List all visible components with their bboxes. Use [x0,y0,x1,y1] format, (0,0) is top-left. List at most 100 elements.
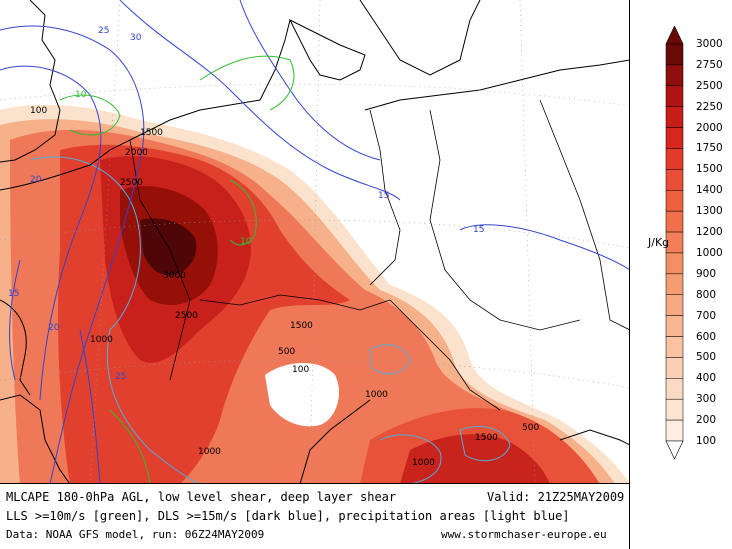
britain-coast [0,0,61,163]
black-sea-coast [559,429,629,446]
colorbar-swatch [665,357,684,379]
border-germany-poland [369,109,401,286]
label-dls-20: 20 [30,175,42,185]
footer-legend-description: LLS >=10m/s [green], DLS >=15m/s [dark b… [6,509,570,523]
iberia-west [0,394,70,483]
colorbar-tick-label: 2500 [696,79,723,92]
map-labels: 1500 2000 2500 3000 2500 1500 1000 500 1… [8,26,539,468]
border-france [129,139,191,381]
colorbar-tick-label: 900 [696,267,717,280]
bay-biscay [0,299,31,396]
label-cape-1000: 1000 [90,335,113,345]
footer-data-source: Data: NOAA GFS model, run: 06Z24MAY2009 [6,528,265,541]
colorbar-swatch [665,315,684,337]
label-shear-10: 10 [240,237,252,247]
border-alps [199,294,391,311]
label-dls-25: 25 [98,26,109,36]
colorbar-tick-label: 400 [696,372,717,385]
colorbar-swatch [665,190,684,212]
colorbar-swatch [665,294,684,316]
colorbar-swatch [665,43,684,66]
dls-contours [0,0,629,483]
colorbar-tick-label: 500 [696,351,717,364]
netherlands-germany-coast [129,19,291,141]
colorbar-tick-label: 1400 [696,184,723,197]
border-balkans [389,299,501,411]
border-east [429,109,581,331]
map-panel: 1500 2000 2500 3000 2500 1500 1000 500 1… [0,0,630,484]
label-dls-15: 15 [378,191,389,201]
label-cape-1000d: 1000 [412,458,435,468]
graticule [0,0,629,483]
colorbar-bottom-arrow [665,440,684,460]
label-cape-2000: 2000 [125,148,148,158]
colorbar-tick-label: 1000 [696,246,723,259]
coastlines [0,0,629,483]
label-cape-1500c: 1500 [475,433,498,443]
label-cape-100: 100 [292,365,309,375]
colorbar-tick-label: 1750 [696,142,723,155]
colorbar-tick-label: 1200 [696,226,723,239]
colorbar-tick-label: 1300 [696,205,723,218]
colorbar: 3000 2750 2500 2250 2000 1750 1500 1400 1300 1200… [650,25,730,466]
baltic-coast [364,59,629,111]
colorbar-swatch [665,64,684,87]
cape-shading [0,104,629,483]
colorbar-tick-label: 2250 [696,100,723,113]
colorbar-tick-label: 700 [696,309,717,322]
colorbar-svg [665,25,684,460]
france-north-coast [0,139,131,191]
label-cape-3000: 3000 [163,271,186,281]
colorbar-tick-label: 300 [696,393,717,406]
colorbar-swatch [665,252,684,275]
label-cape-100b: 100 [30,106,47,116]
label-cape-1000c: 1000 [198,447,221,457]
lls-contours [59,55,295,483]
colorbar-unit: J/Kg [648,236,670,249]
colorbar-swatch [665,210,684,233]
label-dls-25b: 25 [115,372,126,382]
footer-valid-time: Valid: 21Z25MAY2009 [487,490,625,504]
colorbar-swatch [665,378,684,400]
cape-area-se-core [400,434,550,483]
adriatic-italy [299,399,371,483]
colorbar-tick-label: 1500 [696,163,723,176]
footer-title: MLCAPE 180-0hPa AGL, low level shear, de… [6,490,397,504]
colorbar-swatches [665,25,684,460]
colorbar-tick-label: 800 [696,288,717,301]
colorbar-swatch [665,419,684,442]
border-ukraine [539,99,629,330]
label-shear-10b: 10 [75,90,87,100]
alps-low-cape [265,362,340,427]
colorbar-swatch [665,106,684,128]
label-cape-2500: 2500 [120,178,143,188]
label-dls-15c: 15 [8,289,19,299]
colorbar-tick-label: 600 [696,330,717,343]
colorbar-swatch [665,336,684,358]
label-cape-1500: 1500 [140,128,163,138]
colorbar-swatch [665,273,684,295]
colorbar-tick-label: 2750 [696,58,723,71]
footer-website: www.stormchaser-europe.eu [441,528,607,541]
legend-footer: MLCAPE 180-0hPa AGL, low level shear, de… [0,484,630,549]
colorbar-swatch [665,85,684,107]
colorbar-tick-label: 100 [696,435,717,447]
label-cape-1000b: 1000 [365,390,388,400]
scandinavia-south [359,0,481,76]
label-cape-1500b: 1500 [290,321,313,331]
colorbar-swatch [665,127,684,149]
colorbar-swatch [665,169,684,191]
colorbar-top-arrow [665,25,684,45]
denmark [288,18,366,81]
colorbar-tick-label: 3000 [696,38,723,50]
label-dls-15b: 15 [473,225,484,235]
colorbar-tick-label: 2000 [696,121,723,134]
label-cape-500: 500 [278,347,295,357]
label-dls-20b: 20 [48,323,60,333]
colorbar-tick-label: 200 [696,414,717,427]
label-cape-2500b: 2500 [175,311,198,321]
colorbar-swatch [665,398,684,421]
label-cape-500b: 500 [522,423,539,433]
label-dls-30: 30 [130,33,142,43]
forecast-map: 1500 2000 2500 3000 2500 1500 1000 500 1… [0,0,629,483]
